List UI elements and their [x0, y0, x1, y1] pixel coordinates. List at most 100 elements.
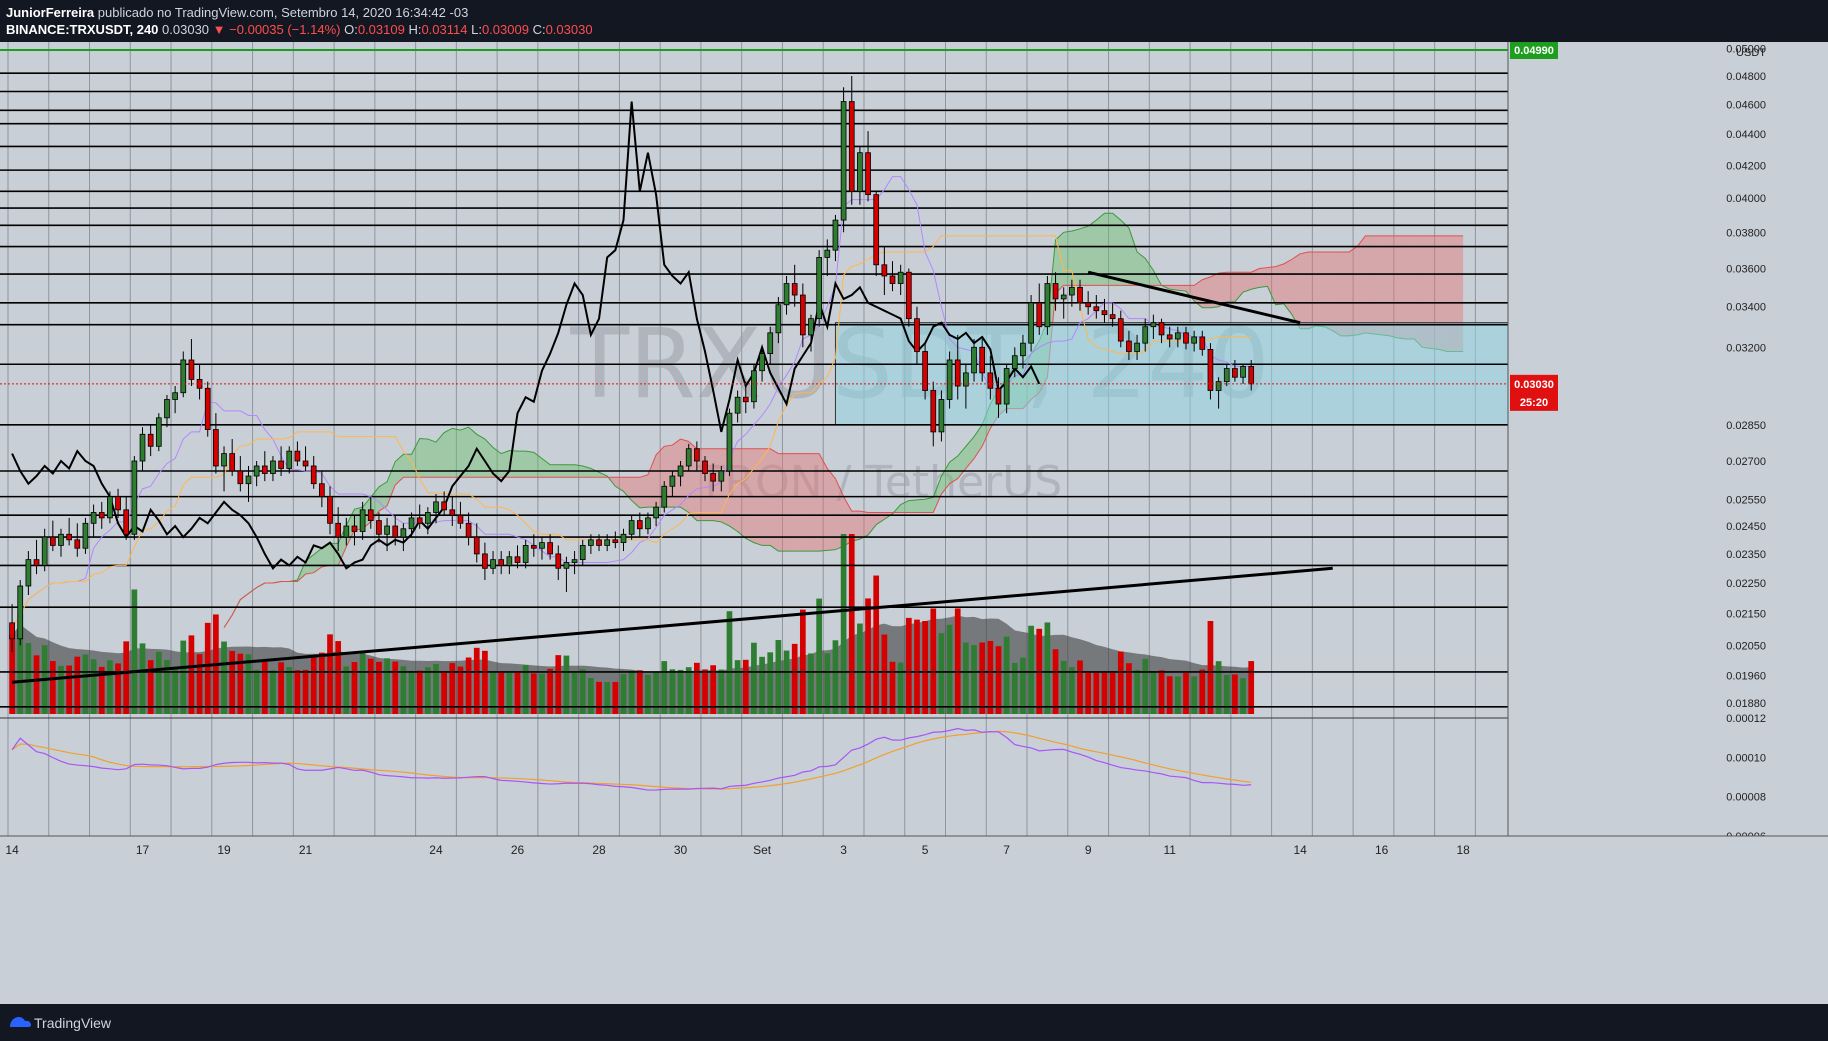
candle-body — [188, 359, 195, 380]
candle-body — [359, 509, 366, 532]
cloud-segment — [974, 424, 983, 459]
candle-body — [465, 522, 472, 538]
volume-bar — [669, 669, 676, 714]
cloud-segment — [737, 448, 746, 539]
candle-body — [734, 396, 741, 414]
volume-bar — [424, 667, 431, 714]
candle-body — [213, 429, 219, 467]
author-name[interactable]: JuniorFerreira — [6, 5, 95, 20]
cloud-segment — [794, 453, 803, 552]
volume-bar — [612, 681, 619, 714]
volume-bar — [302, 669, 309, 714]
cloud-segment — [1194, 279, 1203, 308]
candle-body — [33, 559, 40, 566]
volume-bar — [66, 665, 72, 714]
cloud-segment — [1414, 235, 1423, 348]
candle-body — [514, 556, 521, 563]
volume-bar — [514, 672, 521, 714]
candle-body — [204, 387, 211, 430]
cloud-segment — [1275, 263, 1284, 305]
volume-bar — [840, 534, 847, 714]
ohlc-line: BINANCE:TRXUSDT, 240 0.03030 ▼ −0.00035 … — [6, 22, 593, 37]
volume-bar — [963, 642, 969, 714]
date-tick: 17 — [136, 843, 150, 857]
candle-body — [335, 522, 342, 538]
volume-bar — [107, 660, 113, 714]
last-price-text: 0.03030 — [1514, 379, 1554, 391]
volume-bar — [1052, 649, 1059, 714]
cloud-segment — [1243, 272, 1252, 293]
candle-body — [579, 545, 586, 561]
cloud-segment — [1063, 230, 1072, 286]
candle-body — [539, 542, 545, 549]
volume-bar — [1109, 671, 1116, 714]
cloud-segment — [427, 439, 436, 478]
cloud-segment — [1357, 235, 1366, 335]
volume-bar — [1020, 657, 1026, 714]
volume-bar — [563, 655, 570, 714]
cloud-segment — [444, 428, 453, 478]
cloud-segment — [1080, 226, 1089, 286]
open-label: O: — [344, 22, 358, 37]
time-axis[interactable]: 14 17 19 21 24 26 28 30 Set 3 5 7 9 11 14 16 18 — [0, 835, 1828, 1004]
candle-body — [963, 372, 969, 387]
price-tick: 0.02350 — [1726, 549, 1766, 561]
candle-body — [498, 559, 505, 566]
price-tick: 0.04400 — [1726, 129, 1766, 141]
candle-body — [1240, 365, 1246, 378]
volume-bar — [58, 665, 64, 714]
volume-bar — [857, 623, 863, 714]
price-tick: 0.04600 — [1726, 99, 1766, 111]
volume-bar — [1069, 667, 1075, 714]
symbol-label[interactable]: BINANCE:TRXUSDT, 240 — [6, 22, 159, 37]
volume-bar — [278, 662, 284, 714]
cloud-segment — [419, 438, 428, 478]
volume-bar — [49, 661, 56, 714]
price-change: ▼ −0.00035 (−1.14%) — [212, 22, 341, 37]
volume-bar — [1101, 671, 1108, 714]
candle-body — [799, 294, 806, 336]
candle-body — [1183, 332, 1189, 344]
candle-body — [840, 101, 847, 221]
candle-body — [66, 533, 72, 541]
volume-bar — [1085, 671, 1092, 714]
volume-bar — [791, 643, 798, 714]
chart-header: JuniorFerreira publicado no TradingView.… — [0, 0, 1828, 42]
volume-bar — [995, 646, 1002, 714]
volume-bar — [441, 671, 447, 714]
candle-body — [457, 514, 464, 524]
date-tick: 28 — [592, 843, 606, 857]
cloud-segment — [615, 477, 624, 492]
candle-body — [1126, 340, 1132, 352]
trendlines[interactable] — [11, 270, 1333, 684]
candle-body — [343, 525, 350, 538]
candle-body — [645, 517, 651, 530]
price-tick: 0.02150 — [1726, 608, 1766, 620]
volume-bar — [702, 669, 708, 714]
candle-body — [164, 399, 170, 419]
indicator-tick: 0.00008 — [1726, 792, 1766, 804]
author-line: JuniorFerreira publicado no TradingView.… — [6, 5, 468, 20]
candlesticks — [0, 75, 1508, 652]
candle-body — [278, 460, 284, 469]
volume-bar — [661, 661, 668, 714]
candle-body — [400, 528, 407, 538]
candle-body — [229, 453, 236, 472]
candle-body — [433, 501, 439, 513]
candle-body — [726, 412, 733, 472]
volume-bar — [33, 655, 40, 714]
volume-bar — [604, 682, 611, 714]
candle-body — [1215, 381, 1222, 391]
candle-body — [954, 359, 961, 387]
indicator-tick: 0.00012 — [1726, 713, 1766, 725]
candle-body — [245, 475, 252, 485]
price-axis[interactable]: 0.05000 0.04800 0.04600 0.04400 0.04200 0.040… — [1507, 42, 1828, 843]
trading-chart[interactable]: TRXUSDT, 240 TRON / TetherUS 0.050000.04… — [0, 42, 1828, 1004]
cloud-segment — [1389, 235, 1398, 338]
volume-bar — [710, 665, 717, 714]
candle-body — [441, 501, 447, 511]
volume-bar — [694, 662, 700, 714]
volume-bar — [588, 677, 594, 714]
price-axis-bg — [1508, 42, 1828, 836]
cloud-segment — [851, 511, 860, 542]
